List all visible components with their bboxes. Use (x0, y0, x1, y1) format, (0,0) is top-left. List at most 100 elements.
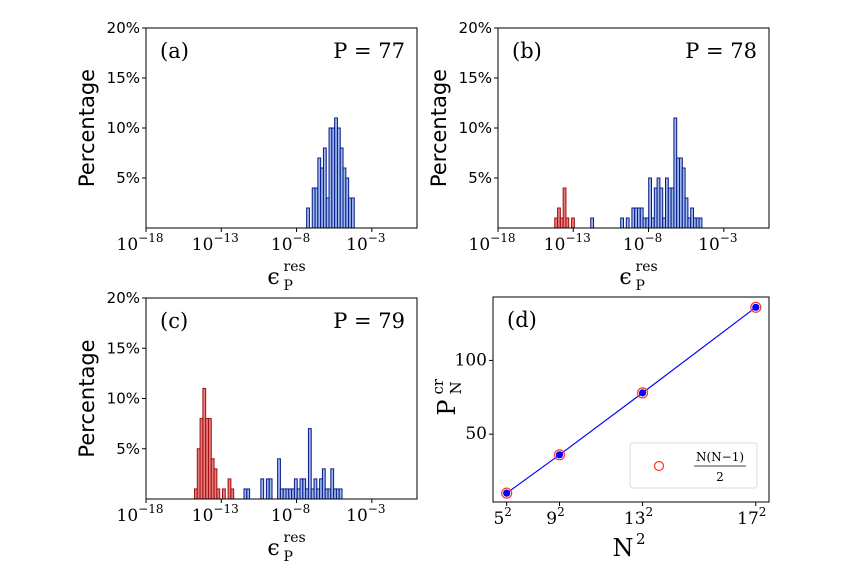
x-tick-exponent: −8 (645, 231, 663, 245)
histogram-bar-blue (620, 217, 625, 229)
x-tick-exponent: 2 (646, 505, 654, 519)
x-axis-label-superscript: res (284, 259, 306, 275)
x-tick-exponent: −13 (213, 231, 238, 245)
reference-marker (636, 387, 649, 399)
legend: N(N−1) 2 (629, 442, 758, 489)
x-tick-base: 10 (192, 235, 214, 255)
x-tick-exponent: −8 (293, 502, 311, 516)
legend-numerator: N(N−1) (696, 450, 744, 464)
x-tick-label: 10−13 (192, 231, 239, 255)
y-tick-label: 15% (459, 69, 492, 87)
histogram-bar-blue (268, 478, 273, 500)
x-axis-label-superscript: res (636, 259, 658, 275)
x-tick-label: 10−8 (271, 502, 310, 526)
x-tick-exponent: −3 (720, 231, 738, 245)
y-tick-label: 50 (465, 424, 487, 444)
y-tick-label: 15% (107, 339, 140, 357)
histogram-bar-blue (698, 217, 703, 229)
reference-marker (501, 487, 513, 499)
x-axis-label-symbol: ϵ (267, 536, 279, 561)
x-tick-label: 132 (624, 505, 653, 529)
histogram-bar-blue (307, 428, 312, 500)
x-tick-base: 5 (493, 509, 504, 529)
y-tick-label: 15% (107, 69, 140, 87)
y-tick-label: 5% (116, 440, 140, 458)
x-tick-exponent: −3 (368, 502, 386, 516)
x-tick-base: 10 (117, 506, 139, 526)
x-tick-label: 10−3 (346, 231, 385, 255)
y-axis-label-subscript: N (447, 381, 465, 394)
legend-denominator: 2 (716, 470, 724, 484)
x-axis-label-symbol: ϵ (267, 265, 279, 290)
data-point (555, 451, 564, 459)
annotation-p-value: P = 77 (333, 39, 405, 63)
x-tick-label: 10−13 (192, 502, 239, 526)
x-tick-base: 13 (624, 509, 646, 529)
histogram-bar-red (230, 488, 235, 500)
data-point (638, 389, 647, 397)
x-tick-base: 10 (698, 235, 720, 255)
x-tick-base: 10 (469, 235, 491, 255)
x-tick-base: 10 (346, 506, 368, 526)
histogram-bar-red (571, 217, 575, 229)
histogram-bar-red (216, 488, 221, 500)
x-tick-label: 10−8 (271, 231, 310, 255)
histogram-bar-blue (625, 217, 630, 229)
y-tick-label: 20% (107, 289, 140, 307)
x-axis-label-subscript: P (284, 549, 293, 565)
y-axis-label: Percentage (75, 339, 99, 457)
panel-label: (a) (160, 39, 189, 63)
x-axis-label-superscript: 2 (636, 530, 646, 548)
fit-line (506, 306, 757, 494)
x-axis-label-subscript: P (636, 278, 645, 294)
y-tick-label: 20% (107, 19, 140, 37)
y-tick-label: 10% (107, 119, 140, 137)
panel-label: (c) (160, 309, 188, 333)
histogram-bar-red (565, 217, 570, 229)
y-tick-label: 5% (468, 169, 492, 187)
x-tick-label: 10−13 (544, 231, 591, 255)
x-tick-base: 10 (346, 235, 368, 255)
annotation-p-value: P = 79 (333, 309, 405, 333)
histogram-bar-blue (306, 207, 310, 229)
x-axis-label-symbol: ϵ (619, 265, 631, 290)
x-tick-base: 10 (271, 506, 293, 526)
x-tick-exponent: −13 (213, 502, 238, 516)
y-tick-label: 100 (455, 350, 487, 370)
x-tick-label: 10−3 (698, 231, 737, 255)
x-tick-base: 10 (117, 235, 139, 255)
x-tick-exponent: −8 (293, 231, 311, 245)
y-tick-label: 10% (459, 119, 492, 137)
panel-label: (d) (507, 308, 537, 332)
panel-label: (b) (512, 39, 542, 63)
x-tick-exponent: −18 (490, 231, 515, 245)
panel-c: 10−18 10−13 10−8 10−35%10%15%20%(c) P = 79Pe… (75, 289, 418, 565)
y-axis-label: Pcr N (429, 378, 465, 415)
reference-marker (553, 449, 566, 461)
x-tick-label: 10−18 (469, 231, 516, 255)
y-tick-label: 20% (459, 19, 492, 37)
panel-b: 10−18 10−13 10−8 10−35%10%15%20%(b) P = 78Pe… (427, 19, 770, 294)
histogram-bar-blue (350, 197, 355, 229)
x-tick-base: 9 (546, 509, 557, 529)
legend-frame (629, 442, 758, 489)
x-tick-base: 10 (271, 235, 293, 255)
y-tick-label: 5% (116, 169, 140, 187)
x-axis-label-symbol: N (613, 534, 634, 562)
x-tick-exponent: 2 (557, 505, 565, 519)
x-tick-label: 52 (493, 505, 511, 529)
y-axis-label-superscript: cr (429, 378, 447, 394)
x-tick-exponent: −13 (565, 231, 590, 245)
x-tick-base: 10 (544, 235, 566, 255)
x-tick-base: 10 (192, 506, 214, 526)
x-tick-base: 10 (623, 235, 645, 255)
histogram-bar-blue (338, 488, 343, 500)
x-tick-label: 10−18 (117, 231, 164, 255)
x-tick-label: 10−18 (117, 502, 164, 526)
x-tick-label: 10−3 (346, 502, 385, 526)
panel-a: 10−18 10−13 10−8 10−35%10%15%20%(a) P = 77Pe… (75, 19, 418, 294)
histogram-bar-blue (246, 488, 251, 500)
x-axis-label-superscript: res (284, 530, 306, 546)
x-tick-exponent: −3 (368, 231, 386, 245)
